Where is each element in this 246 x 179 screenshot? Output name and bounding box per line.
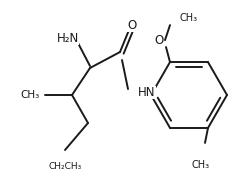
Text: CH₃: CH₃ bbox=[192, 160, 210, 170]
Text: O: O bbox=[155, 34, 164, 47]
Text: CH₃: CH₃ bbox=[179, 13, 197, 23]
Text: O: O bbox=[127, 18, 137, 32]
Text: HN: HN bbox=[138, 86, 155, 98]
Text: H₂N: H₂N bbox=[57, 32, 79, 45]
Text: CH₂CH₃: CH₂CH₃ bbox=[48, 162, 82, 171]
Text: CH₃: CH₃ bbox=[21, 90, 40, 100]
